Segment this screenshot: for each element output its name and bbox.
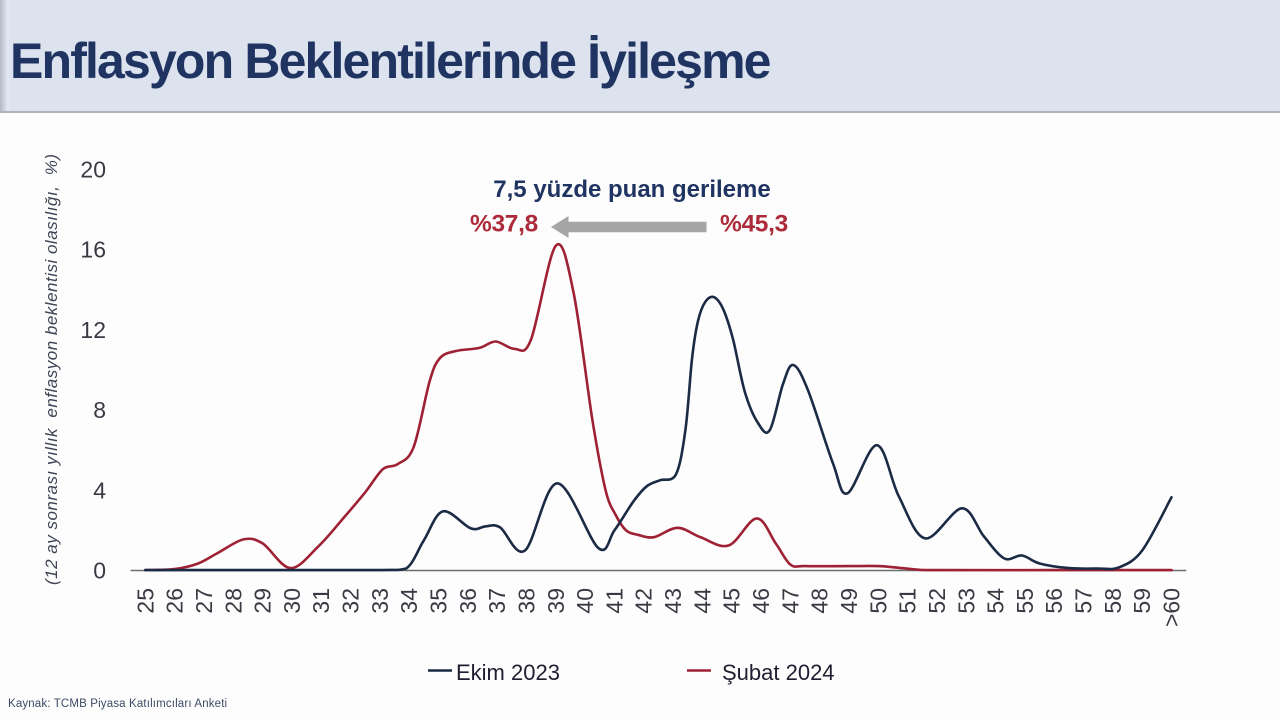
svg-text:26: 26 — [162, 588, 188, 614]
svg-text:55: 55 — [1012, 588, 1038, 614]
svg-text:44: 44 — [689, 588, 715, 614]
svg-text:57: 57 — [1071, 588, 1097, 614]
svg-text:50: 50 — [865, 588, 891, 614]
svg-text:%45,3: %45,3 — [720, 211, 788, 238]
svg-text:29: 29 — [250, 588, 276, 614]
svg-text:16: 16 — [80, 237, 106, 263]
svg-text:36: 36 — [455, 588, 481, 614]
svg-text:Kaynak: TCMB Piyasa Katılımcıl: Kaynak: TCMB Piyasa Katılımcıları Anketi — [8, 698, 227, 710]
svg-text:(12 ay sonrası yıllık enflasy: (12 ay sonrası yıllık enflasyon beklenti… — [42, 153, 61, 585]
svg-text:53: 53 — [953, 588, 979, 614]
svg-text:52: 52 — [924, 588, 950, 614]
svg-text:%37,8: %37,8 — [470, 211, 538, 238]
svg-text:12: 12 — [80, 317, 106, 343]
svg-text:33: 33 — [367, 588, 393, 614]
svg-text:20: 20 — [80, 157, 106, 183]
svg-text:8: 8 — [93, 397, 106, 423]
svg-text:7,5 yüzde puan gerileme: 7,5 yüzde puan gerileme — [493, 176, 770, 203]
svg-text:49: 49 — [836, 588, 862, 614]
svg-text:40: 40 — [572, 588, 598, 614]
svg-text:45: 45 — [719, 588, 745, 614]
svg-text:0: 0 — [93, 558, 106, 584]
svg-text:35: 35 — [426, 588, 452, 614]
svg-text:25: 25 — [132, 588, 158, 614]
svg-text:Ekim 2023: Ekim 2023 — [456, 660, 560, 685]
svg-text:27: 27 — [191, 588, 217, 614]
svg-text:38: 38 — [514, 588, 540, 614]
svg-text:34: 34 — [396, 588, 422, 614]
svg-text:43: 43 — [660, 588, 686, 614]
svg-text:58: 58 — [1100, 588, 1126, 614]
svg-text:48: 48 — [807, 588, 833, 614]
svg-text:46: 46 — [748, 588, 774, 614]
svg-text:56: 56 — [1041, 588, 1067, 614]
svg-text:31: 31 — [308, 588, 334, 614]
svg-text:39: 39 — [543, 588, 569, 614]
svg-text:>60: >60 — [1159, 588, 1185, 627]
svg-text:32: 32 — [338, 588, 364, 614]
svg-text:59: 59 — [1129, 588, 1155, 614]
svg-text:Şubat 2024: Şubat 2024 — [722, 660, 835, 685]
svg-text:4: 4 — [93, 477, 106, 503]
svg-text:47: 47 — [777, 588, 803, 614]
svg-text:54: 54 — [983, 588, 1009, 614]
svg-text:41: 41 — [601, 588, 627, 614]
svg-text:42: 42 — [631, 588, 657, 614]
svg-text:30: 30 — [279, 588, 305, 614]
svg-text:28: 28 — [220, 588, 246, 614]
svg-text:51: 51 — [895, 588, 921, 614]
svg-text:37: 37 — [484, 588, 510, 614]
